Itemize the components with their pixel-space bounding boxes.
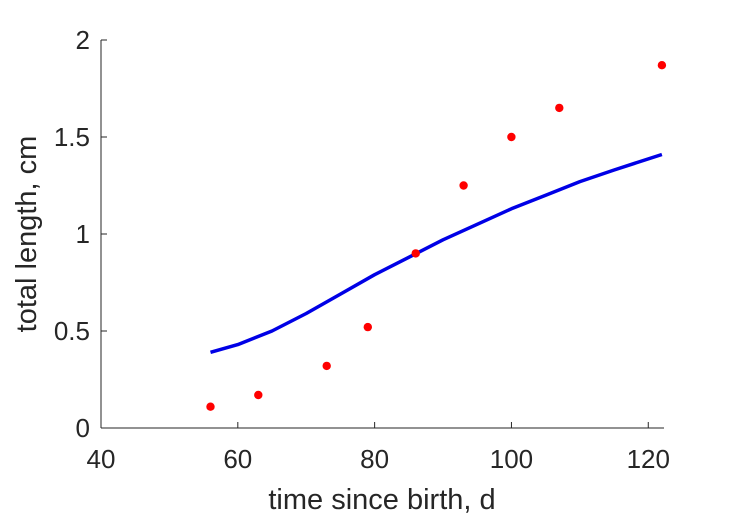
y-tick-label: 0.5: [54, 316, 90, 346]
x-axis-label: time since birth, d: [268, 484, 495, 516]
data-point: [411, 249, 420, 258]
data-point: [507, 132, 516, 142]
data-point: [657, 60, 667, 70]
y-ticks: 0 0.5 1 1.5 2: [54, 25, 107, 443]
x-tick-label: 40: [87, 444, 116, 474]
x-ticks: 40 60 80 100 120: [87, 422, 670, 474]
x-tick-label: 80: [360, 444, 389, 474]
x-tick-label: 120: [627, 444, 670, 474]
data-point: [206, 402, 215, 411]
data-point: [322, 361, 331, 371]
data-point: [459, 181, 468, 190]
y-tick-label: 1.5: [54, 122, 90, 152]
y-axis-label: total length, cm: [11, 136, 43, 333]
y-tick-label: 0: [76, 413, 90, 443]
x-tick-label: 60: [223, 444, 252, 474]
data-point: [363, 322, 372, 332]
y-tick-label: 2: [76, 25, 90, 55]
y-tick-label: 1: [76, 219, 90, 249]
x-tick-label: 100: [490, 444, 533, 474]
series-layer: [206, 60, 667, 411]
axes: [100, 40, 664, 429]
data-point: [555, 103, 564, 113]
fit-curve: [210, 152, 663, 354]
data-point: [254, 390, 263, 400]
